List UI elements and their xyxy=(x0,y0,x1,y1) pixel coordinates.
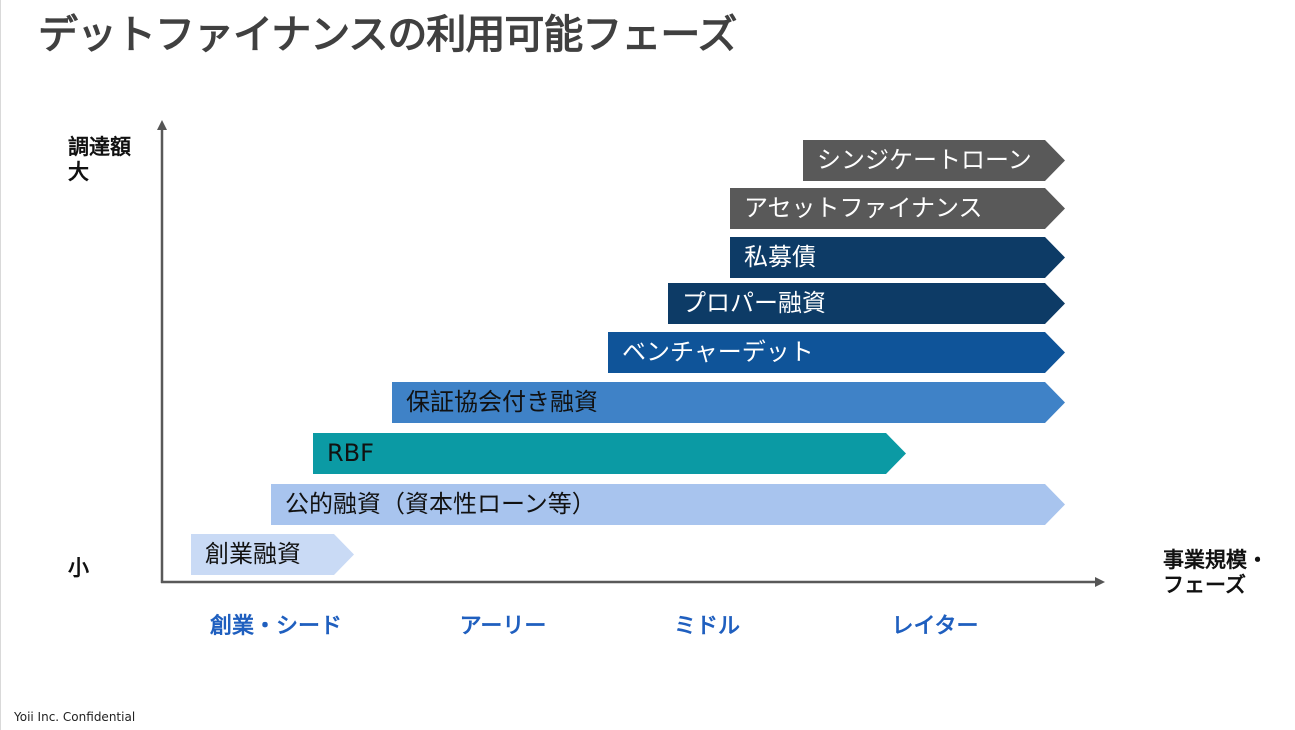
bar-syndicate-loan-label: シンジケートローン xyxy=(817,146,1032,174)
phase-early: アーリー xyxy=(459,614,547,639)
x-axis-label: 事業規模・ フェーズ xyxy=(1163,548,1268,598)
phase-middle: ミドル xyxy=(673,614,741,639)
x-axis-label-line2: フェーズ xyxy=(1163,573,1246,597)
bar-startup-loan: 創業融資 xyxy=(191,534,354,575)
y-axis-label: 調達額 大 xyxy=(68,135,131,185)
bar-guarantee-loan: 保証協会付き融資 xyxy=(392,382,1065,423)
bar-venture-debt-label: ベンチャーデット xyxy=(622,338,814,366)
bar-syndicate-loan: シンジケートローン xyxy=(803,140,1065,181)
page-title: デットファイナンスの利用可能フェーズ xyxy=(38,12,737,58)
bar-venture-debt: ベンチャーデット xyxy=(608,332,1065,373)
bar-private-bond: 私募債 xyxy=(730,237,1065,278)
bar-asset-finance: アセットファイナンス xyxy=(730,188,1065,229)
bar-proper-loan-label: プロパー融資 xyxy=(682,289,826,317)
bar-rbf: RBF xyxy=(313,433,906,474)
y-axis-small-label: 小 xyxy=(68,556,89,580)
y-axis-title: 調達額 xyxy=(68,135,131,159)
x-axis-label-line1: 事業規模・ xyxy=(1163,548,1268,572)
bar-public-loan: 公的融資（資本性ローン等） xyxy=(271,484,1065,525)
bar-public-loan-label: 公的融資（資本性ローン等） xyxy=(285,490,596,518)
bar-startup-loan-label: 創業融資 xyxy=(205,540,301,568)
bar-proper-loan: プロパー融資 xyxy=(668,283,1065,324)
footer-confidential: Yoii Inc. Confidential xyxy=(14,710,136,724)
bar-rbf-label: RBF xyxy=(327,439,374,467)
y-axis-large-label: 大 xyxy=(68,160,89,184)
bar-private-bond-label: 私募債 xyxy=(744,243,816,271)
bar-guarantee-loan-label: 保証協会付き融資 xyxy=(406,388,598,416)
bar-asset-finance-label: アセットファイナンス xyxy=(744,194,983,222)
phase-seed: 創業・シード xyxy=(209,614,343,639)
slide-edge xyxy=(0,0,1,730)
phase-later: レイター xyxy=(891,614,979,639)
